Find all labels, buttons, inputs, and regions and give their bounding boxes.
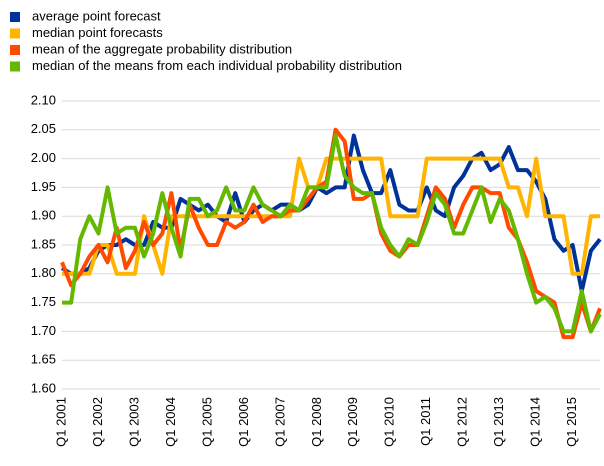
legend-label: median point forecasts	[32, 25, 163, 40]
legend-swatch	[10, 45, 20, 55]
y-tick-label: 1.80	[31, 265, 56, 280]
y-tick-label: 1.70	[31, 323, 56, 338]
legend-swatch	[10, 12, 20, 22]
y-tick-label: 2.00	[31, 150, 56, 165]
x-tick-label: Q1 2011	[418, 397, 433, 446]
x-tick-label: Q1 2015	[564, 397, 579, 447]
series-line	[62, 133, 602, 334]
x-tick-label: Q1 2003	[126, 397, 141, 447]
y-tick-label: 1.90	[31, 208, 56, 223]
legend-swatch	[10, 61, 20, 72]
series-line	[60, 133, 602, 294]
legend-swatch	[10, 28, 20, 39]
legend-label: mean of the aggregate probability distri…	[32, 41, 292, 56]
y-tick-label: 1.85	[31, 236, 56, 251]
legend-label: median of the means from each individual…	[32, 58, 402, 73]
x-tick-label: Q1 2007	[272, 397, 287, 447]
y-tick-label: 1.95	[31, 179, 56, 194]
x-tick-label: Q1 2006	[236, 397, 251, 447]
y-tick-label: 2.10	[31, 92, 56, 107]
x-tick-label: Q1 2009	[345, 397, 360, 447]
x-tick-label: Q1 2004	[163, 397, 178, 447]
y-tick-label: 1.65	[31, 352, 56, 367]
x-tick-label: Q1 2008	[309, 397, 324, 447]
x-tick-label: Q1 2001	[53, 397, 68, 447]
x-tick-label: Q1 2002	[90, 397, 105, 447]
y-tick-label: 1.60	[31, 380, 56, 395]
x-tick-label: Q1 2005	[199, 397, 214, 447]
y-tick-label: 2.05	[31, 121, 56, 136]
x-tick-label: Q1 2013	[491, 397, 506, 447]
legend-label: average point forecast	[32, 8, 161, 23]
x-tick-label: Q1 2014	[528, 397, 543, 447]
x-tick-label: Q1 2012	[455, 397, 470, 447]
y-tick-label: 1.75	[31, 294, 56, 309]
x-tick-label: Q1 2010	[382, 397, 397, 447]
